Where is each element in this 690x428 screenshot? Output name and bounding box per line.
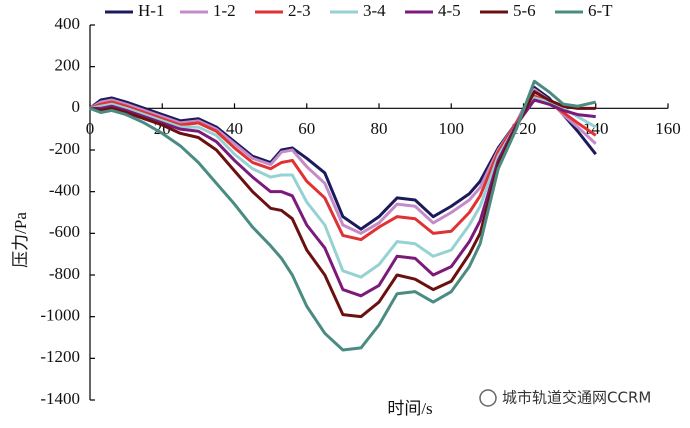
y-tick-label: -1400 — [40, 389, 80, 408]
x-tick-label: 60 — [298, 119, 315, 138]
y-tick-label: 0 — [72, 97, 81, 116]
x-tick-label: 40 — [226, 119, 243, 138]
x-tick-label: 100 — [439, 119, 465, 138]
y-tick-label: -200 — [49, 139, 80, 158]
y-tick-label: -400 — [49, 181, 80, 200]
watermark-icon — [479, 389, 497, 407]
legend-label: H-1 — [138, 1, 164, 20]
legend-label: 3-4 — [363, 1, 386, 20]
y-tick-label: 400 — [55, 14, 81, 33]
series-line — [89, 88, 597, 235]
y-tick-label: -1200 — [40, 347, 80, 366]
y-tick-label: -600 — [49, 222, 80, 241]
x-axis-label: 时间/s — [387, 399, 432, 418]
x-tick-label: 160 — [655, 119, 681, 138]
x-tick-label: 0 — [86, 119, 95, 138]
series-line — [89, 79, 597, 352]
y-axis-label: 压力/Pa — [11, 212, 30, 268]
y-tick-label: -800 — [49, 264, 80, 283]
watermark: 城市轨道交通网CCRM — [502, 389, 651, 407]
legend-label: 2-3 — [288, 1, 311, 20]
legend-label: 6-T — [588, 1, 613, 20]
y-tick-label: 200 — [55, 56, 81, 75]
x-tick-label: 80 — [371, 119, 388, 138]
legend-label: 4-5 — [438, 1, 461, 20]
legend-label: 5-6 — [513, 1, 536, 20]
y-tick-label: -1000 — [40, 306, 80, 325]
legend-label: 1-2 — [213, 1, 236, 20]
